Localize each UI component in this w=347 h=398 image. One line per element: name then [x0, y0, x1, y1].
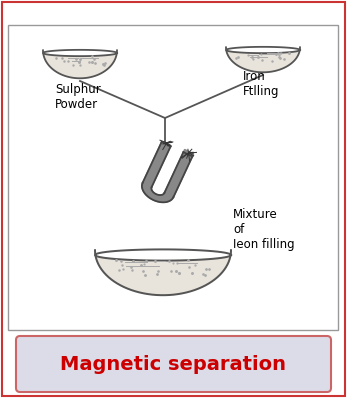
Text: Sulphur
Powder: Sulphur Powder — [55, 83, 101, 111]
Polygon shape — [142, 142, 194, 202]
Polygon shape — [226, 47, 300, 72]
Polygon shape — [43, 50, 117, 78]
Text: Mixture
of
Ieon filling: Mixture of Ieon filling — [233, 208, 295, 251]
FancyBboxPatch shape — [16, 336, 331, 392]
FancyBboxPatch shape — [8, 25, 338, 330]
Text: Magnetic separation: Magnetic separation — [60, 355, 286, 373]
Polygon shape — [95, 250, 231, 295]
Text: Iron
Ftlling: Iron Ftlling — [243, 70, 279, 98]
